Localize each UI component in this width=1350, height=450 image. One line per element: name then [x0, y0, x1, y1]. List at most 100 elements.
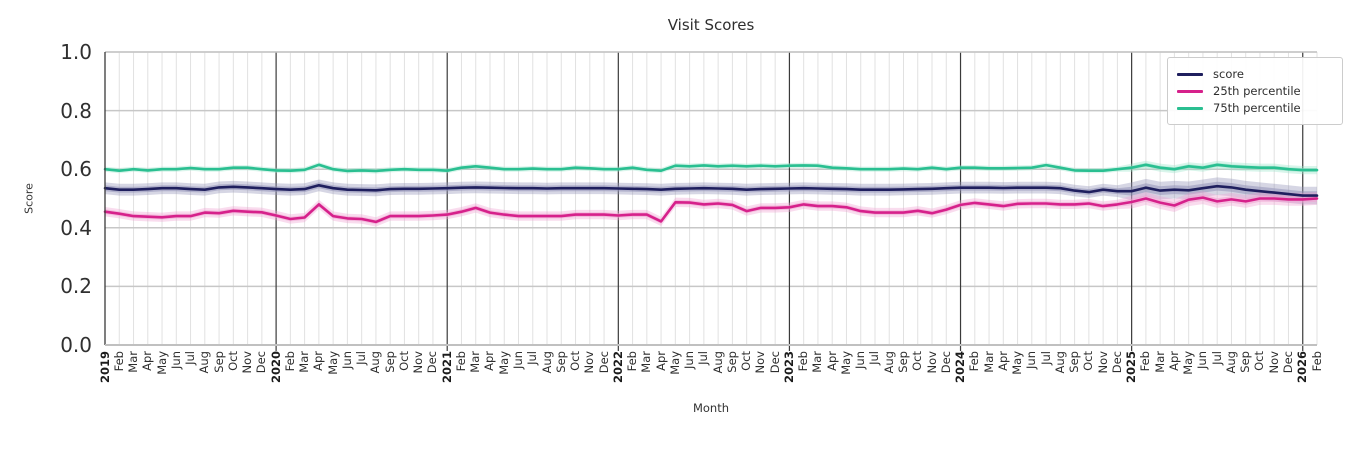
- legend-entry: 25th percentile: [1177, 83, 1332, 99]
- x-tick-label: Dec: [938, 351, 953, 374]
- x-tick-label: Aug: [710, 351, 725, 374]
- x-tick-label: Dec: [1109, 351, 1124, 374]
- legend-label: score: [1213, 67, 1244, 81]
- x-tick-label: Jul: [1209, 351, 1224, 365]
- x-tick-label: Jun: [339, 351, 354, 369]
- x-tick-label: 2023: [781, 351, 796, 384]
- x-tick-label: Mar: [810, 351, 825, 373]
- x-tick-label: Feb: [453, 351, 468, 372]
- y-tick-label: 0.2: [60, 274, 92, 299]
- legend-entry: 75th percentile: [1177, 100, 1332, 116]
- x-axis-label: Month: [692, 401, 730, 415]
- x-tick-label: Feb: [1138, 351, 1153, 372]
- x-tick-label: Dec: [1280, 351, 1295, 374]
- x-tick-label: Jun: [682, 351, 697, 369]
- x-tick-label: Jul: [525, 351, 540, 365]
- x-tick-label: Sep: [1067, 351, 1082, 373]
- x-tick-label: Jul: [354, 351, 369, 365]
- y-tick-label: 0.4: [60, 215, 92, 240]
- x-tick-label: 2020: [268, 351, 283, 384]
- x-tick-label: Sep: [1238, 351, 1253, 373]
- x-tick-label: May: [154, 351, 169, 375]
- x-tick-label: May: [496, 351, 511, 375]
- x-tick-label: Dec: [596, 351, 611, 374]
- y-tick-label: 1.0: [60, 40, 92, 64]
- x-tick-label: Aug: [881, 351, 896, 374]
- x-tick-label: Apr: [311, 351, 326, 371]
- x-tick-label: 2021: [439, 351, 454, 384]
- x-tick-label: Mar: [981, 351, 996, 373]
- x-tick-label: May: [667, 351, 682, 375]
- x-tick-label: Feb: [967, 351, 982, 372]
- x-tick-label: Nov: [582, 351, 597, 374]
- legend-entry: score: [1177, 66, 1332, 82]
- x-tick-label: Mar: [639, 351, 654, 373]
- x-tick-label: Jul: [696, 351, 711, 365]
- x-tick-label: Dec: [254, 351, 269, 374]
- x-tick-label: Feb: [111, 351, 126, 372]
- y-tick-label: 0.8: [60, 98, 92, 123]
- legend-line-swatch: [1177, 72, 1203, 76]
- x-tick-label: Feb: [796, 351, 811, 372]
- x-tick-label: Sep: [382, 351, 397, 373]
- x-tick-label: Apr: [1166, 351, 1181, 371]
- x-tick-label: Jun: [853, 351, 868, 369]
- x-tick-label: Jun: [1024, 351, 1039, 369]
- x-tick-label: Oct: [739, 351, 754, 371]
- x-tick-label: Apr: [995, 351, 1010, 371]
- x-tick-label: May: [1181, 351, 1196, 375]
- x-tick-label: Jul: [1038, 351, 1053, 365]
- x-tick-label: Nov: [924, 351, 939, 374]
- x-tick-label: Nov: [753, 351, 768, 374]
- legend-line-swatch: [1177, 89, 1203, 93]
- x-tick-label: Feb: [282, 351, 297, 372]
- x-tick-label: Mar: [126, 351, 141, 373]
- x-tick-label: Feb: [1309, 351, 1324, 372]
- x-tick-label: Sep: [724, 351, 739, 373]
- x-tick-label: Apr: [653, 351, 668, 371]
- x-tick-label: Oct: [1081, 351, 1096, 371]
- legend: score 25th percentile 75th percentile: [1167, 57, 1343, 125]
- x-tick-label: May: [838, 351, 853, 375]
- y-tick-label: 0.0: [60, 333, 92, 357]
- x-tick-label: Nov: [1266, 351, 1281, 374]
- x-tick-label: Apr: [824, 351, 839, 371]
- legend-label: 25th percentile: [1213, 84, 1301, 98]
- x-tick-label: Jun: [168, 351, 183, 369]
- x-tick-label: Oct: [396, 351, 411, 371]
- x-tick-label: 2019: [97, 351, 112, 384]
- legend-label: 75th percentile: [1213, 101, 1301, 115]
- x-tick-label: Oct: [1252, 351, 1267, 371]
- x-tick-label: Dec: [767, 351, 782, 374]
- x-tick-label: Nov: [411, 351, 426, 374]
- chart-title: Visit Scores: [667, 16, 755, 34]
- x-tick-label: May: [1010, 351, 1025, 375]
- x-tick-label: Sep: [211, 351, 226, 373]
- legend-line-swatch: [1177, 106, 1203, 110]
- x-tick-label: Jul: [867, 351, 882, 365]
- x-tick-label: Apr: [482, 351, 497, 371]
- x-tick-label: Jul: [183, 351, 198, 365]
- x-tick-label: 2022: [610, 351, 625, 384]
- x-tick-label: Aug: [197, 351, 212, 374]
- x-tick-label: Jun: [511, 351, 525, 369]
- x-tick-label: Mar: [1152, 351, 1167, 373]
- x-tick-label: Aug: [1223, 351, 1238, 374]
- x-tick-label: Mar: [297, 351, 312, 373]
- x-tick-label: Aug: [368, 351, 383, 374]
- x-tick-label: Oct: [910, 351, 925, 371]
- x-tick-label: Apr: [140, 351, 155, 371]
- x-tick-label: Nov: [240, 351, 255, 374]
- x-tick-label: Feb: [625, 351, 640, 372]
- x-tick-label: 2025: [1124, 351, 1139, 384]
- x-tick-label: Jun: [1195, 351, 1210, 369]
- y-tick-label: 0.6: [60, 157, 92, 182]
- x-tick-label: 2026: [1295, 351, 1310, 384]
- x-tick-label: Oct: [568, 351, 583, 371]
- x-tick-label: Sep: [895, 351, 910, 373]
- x-tick-label: Aug: [1052, 351, 1067, 374]
- x-tick-label: Nov: [1095, 351, 1110, 374]
- x-tick-label: 2024: [953, 351, 968, 384]
